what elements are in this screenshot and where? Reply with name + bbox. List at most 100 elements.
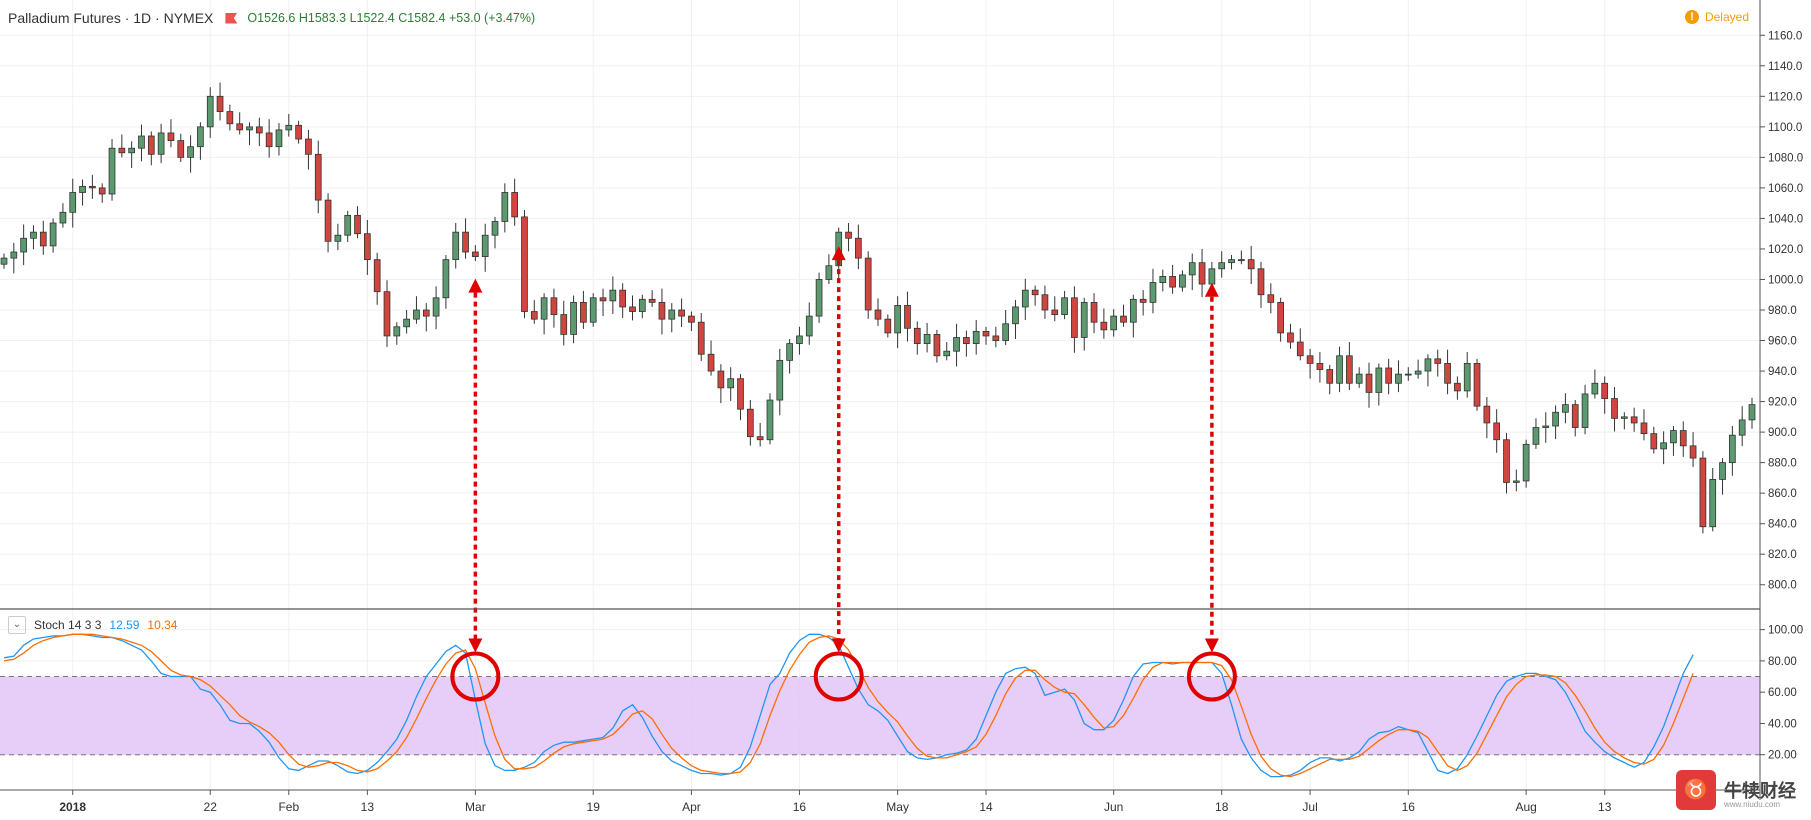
candle-body xyxy=(1729,434,1736,464)
candle xyxy=(580,290,587,329)
candle-body xyxy=(1149,282,1157,303)
x-tick-label: Apr xyxy=(682,800,701,814)
candle xyxy=(1188,253,1196,291)
candle xyxy=(285,113,293,137)
candle-body xyxy=(39,231,47,247)
candle xyxy=(1640,409,1648,441)
candle xyxy=(1267,283,1275,314)
candle-body xyxy=(30,231,37,239)
candle-body xyxy=(1090,301,1098,323)
candle-body xyxy=(1346,355,1353,384)
stoch-tick-label: 20.00 xyxy=(1768,750,1797,762)
candle-body xyxy=(1493,422,1501,441)
candle-body xyxy=(511,192,518,218)
x-tick-label: 22 xyxy=(204,800,218,814)
candle xyxy=(1012,300,1019,339)
candle xyxy=(1483,397,1491,439)
candle xyxy=(904,291,911,342)
candle xyxy=(1365,362,1373,408)
candle xyxy=(432,286,440,330)
candle-body xyxy=(1228,259,1235,264)
candle-body xyxy=(1031,289,1039,296)
candle xyxy=(688,311,695,332)
candle xyxy=(1228,255,1235,270)
candle-body xyxy=(1041,294,1049,311)
divergence-annotation xyxy=(813,246,864,702)
candle-body xyxy=(177,140,185,158)
delayed-status[interactable]: ! Delayed xyxy=(1684,10,1749,24)
candle-body xyxy=(255,126,263,134)
candle xyxy=(452,223,460,269)
candle xyxy=(1522,439,1530,488)
chevron-down-icon[interactable]: ⌄ xyxy=(8,616,26,634)
candle xyxy=(1110,309,1118,337)
candle-body xyxy=(982,330,990,337)
candle xyxy=(1031,285,1039,306)
arrow-head-up xyxy=(831,246,846,261)
stoch-overbought-oversold-band xyxy=(0,676,1760,755)
candle xyxy=(0,253,8,269)
stoch-name[interactable]: Stoch 14 3 3 xyxy=(34,618,102,632)
candle-body xyxy=(589,297,597,323)
y-tick-label: 800.0 xyxy=(1768,580,1797,592)
flag-icon[interactable] xyxy=(225,12,238,24)
candle-body xyxy=(1061,297,1068,315)
chart-header: Palladium Futures · 1D · NYMEX O1526.6 H… xyxy=(8,10,535,26)
candle xyxy=(1385,358,1392,395)
stoch-lines xyxy=(3,633,1694,778)
candle xyxy=(147,131,155,166)
candle-body xyxy=(1169,276,1176,288)
candle xyxy=(560,300,568,346)
candle-body xyxy=(678,309,685,317)
candle xyxy=(864,251,872,319)
candle-body xyxy=(776,359,784,401)
candle-body xyxy=(609,289,617,302)
x-tick-label: May xyxy=(886,800,909,814)
arrow-head-up xyxy=(468,278,483,293)
candle-body xyxy=(1414,370,1422,375)
candle-body xyxy=(648,298,656,303)
candle xyxy=(187,135,194,173)
time-axis[interactable]: 2018 22 Feb 13 Mar 19 Apr 16 May 14 Jun 18 Jul 16 Aug 1… xyxy=(59,790,1612,814)
candle-body xyxy=(1080,301,1088,338)
candle-body xyxy=(1238,259,1245,262)
candle xyxy=(1611,387,1618,432)
candle xyxy=(894,296,901,349)
candle-body xyxy=(1120,315,1127,323)
candle xyxy=(462,218,469,259)
candle-body xyxy=(746,408,754,438)
candle xyxy=(697,313,705,361)
divergence-annotation xyxy=(1186,282,1237,702)
candle xyxy=(364,219,371,275)
candle-body xyxy=(1012,306,1019,325)
x-tick-label: 16 xyxy=(1402,800,1416,814)
candle xyxy=(658,288,666,335)
candle-body xyxy=(580,301,587,323)
candle xyxy=(1316,351,1324,383)
candle xyxy=(1375,363,1383,406)
candle xyxy=(1061,290,1068,320)
candle-body xyxy=(560,314,568,335)
x-tick-label: 13 xyxy=(1598,800,1612,814)
candle-body xyxy=(1591,382,1599,395)
stoch-axis[interactable]: 100.00 80.00 60.00 40.00 20.00 xyxy=(1760,625,1803,762)
symbol-title[interactable]: Palladium Futures · 1D · NYMEX xyxy=(8,10,214,26)
candle-body xyxy=(1709,479,1717,528)
candle-body xyxy=(128,147,136,154)
candle xyxy=(79,179,86,206)
price-axis[interactable]: 1160.0 1140.0 1120.0 1100.0 1080.0 1060.0 1040… xyxy=(1760,30,1803,592)
candle xyxy=(1090,293,1098,334)
candle-body xyxy=(1660,442,1667,450)
candle-body xyxy=(1375,367,1383,393)
candle xyxy=(550,288,558,328)
candle xyxy=(1346,342,1353,390)
candle-body xyxy=(373,259,381,293)
candle xyxy=(226,104,234,131)
candle xyxy=(776,348,784,416)
candle-body xyxy=(69,192,77,213)
x-tick-label: 2018 xyxy=(59,800,86,814)
watermark-url: www.niudu.com xyxy=(1724,800,1781,809)
candle-body xyxy=(815,279,823,317)
highlight-circle xyxy=(1186,651,1237,702)
